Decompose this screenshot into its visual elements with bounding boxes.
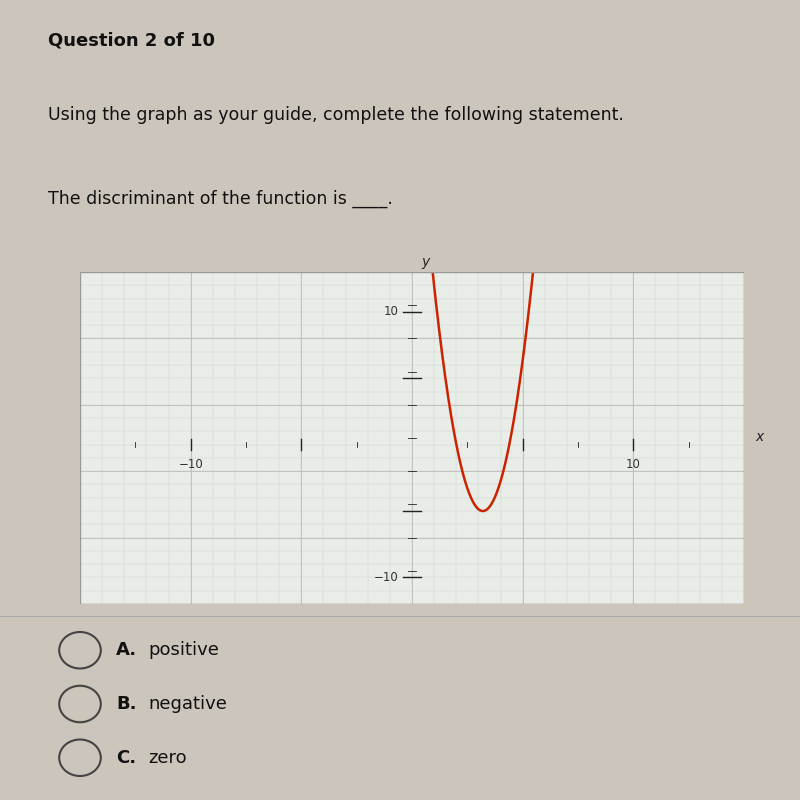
Text: −10: −10 [374,571,398,584]
Text: The discriminant of the function is ____.: The discriminant of the function is ____… [48,190,393,208]
Text: B.: B. [116,695,137,713]
Text: y: y [421,255,429,270]
Text: 10: 10 [384,306,398,318]
Text: Using the graph as your guide, complete the following statement.: Using the graph as your guide, complete … [48,106,624,123]
Text: C.: C. [116,749,136,766]
Text: Question 2 of 10: Question 2 of 10 [48,32,215,50]
Text: zero: zero [148,749,186,766]
Text: x: x [755,430,763,444]
Text: 10: 10 [626,458,641,471]
Text: negative: negative [148,695,227,713]
Text: −10: −10 [178,458,203,471]
Text: A.: A. [116,642,137,659]
Text: positive: positive [148,642,219,659]
